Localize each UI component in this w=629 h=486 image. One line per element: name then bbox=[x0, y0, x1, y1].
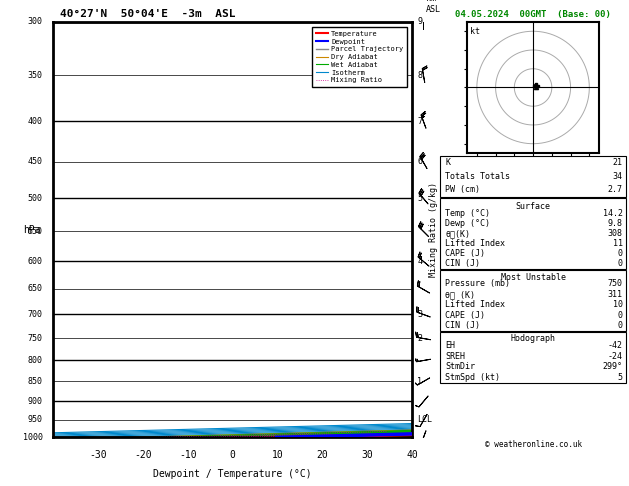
Text: Hodograph: Hodograph bbox=[511, 334, 555, 343]
Text: 900: 900 bbox=[28, 397, 43, 405]
Text: 4: 4 bbox=[418, 257, 422, 265]
Text: 3: 3 bbox=[418, 310, 422, 319]
Text: 0: 0 bbox=[618, 311, 623, 320]
Text: Lifted Index: Lifted Index bbox=[445, 300, 505, 310]
Text: 0: 0 bbox=[618, 259, 623, 268]
Text: © weatheronline.co.uk: © weatheronline.co.uk bbox=[484, 440, 582, 449]
Text: 308: 308 bbox=[608, 229, 623, 238]
Text: -20: -20 bbox=[134, 450, 152, 460]
Text: 5: 5 bbox=[418, 194, 422, 203]
Text: 10: 10 bbox=[613, 300, 623, 310]
Text: 550: 550 bbox=[28, 226, 43, 236]
Text: 300: 300 bbox=[28, 17, 43, 26]
Text: 8: 8 bbox=[418, 70, 422, 80]
Text: 40°27'N  50°04'E  -3m  ASL: 40°27'N 50°04'E -3m ASL bbox=[60, 9, 235, 19]
Text: 9: 9 bbox=[418, 17, 422, 26]
Text: 10: 10 bbox=[272, 450, 284, 460]
Text: K: K bbox=[445, 158, 450, 167]
Text: 40: 40 bbox=[406, 450, 418, 460]
Text: 30: 30 bbox=[361, 450, 373, 460]
Text: CIN (J): CIN (J) bbox=[445, 259, 481, 268]
Text: -10: -10 bbox=[179, 450, 197, 460]
Text: 7: 7 bbox=[418, 117, 422, 126]
Text: 14.2: 14.2 bbox=[603, 208, 623, 218]
Text: Most Unstable: Most Unstable bbox=[501, 273, 565, 282]
Text: Lifted Index: Lifted Index bbox=[445, 239, 505, 248]
Text: 0: 0 bbox=[618, 321, 623, 330]
Text: 0: 0 bbox=[230, 450, 236, 460]
Text: 20: 20 bbox=[316, 450, 328, 460]
Text: kt: kt bbox=[470, 27, 480, 36]
Text: 0: 0 bbox=[618, 249, 623, 258]
Text: 600: 600 bbox=[28, 257, 43, 265]
Text: 11: 11 bbox=[613, 239, 623, 248]
Text: 700: 700 bbox=[28, 310, 43, 319]
Text: 800: 800 bbox=[28, 356, 43, 365]
Text: θᴀ(K): θᴀ(K) bbox=[445, 229, 470, 238]
Text: 350: 350 bbox=[28, 70, 43, 80]
Text: SREH: SREH bbox=[445, 351, 465, 361]
Text: hPa: hPa bbox=[23, 225, 41, 235]
Text: 500: 500 bbox=[28, 194, 43, 203]
Text: Pressure (mb): Pressure (mb) bbox=[445, 279, 510, 289]
Text: 21: 21 bbox=[613, 158, 623, 167]
Text: -42: -42 bbox=[608, 341, 623, 349]
Text: 750: 750 bbox=[608, 279, 623, 289]
Text: 311: 311 bbox=[608, 290, 623, 299]
Text: PW (cm): PW (cm) bbox=[445, 186, 481, 194]
Text: 400: 400 bbox=[28, 117, 43, 126]
Text: Dewpoint / Temperature (°C): Dewpoint / Temperature (°C) bbox=[153, 469, 312, 479]
Text: θᴀ (K): θᴀ (K) bbox=[445, 290, 476, 299]
Text: 34: 34 bbox=[613, 172, 623, 181]
Text: EH: EH bbox=[445, 341, 455, 349]
Text: LCL: LCL bbox=[418, 415, 432, 424]
Text: -24: -24 bbox=[608, 351, 623, 361]
Text: 6: 6 bbox=[418, 157, 422, 166]
Text: Dewp (°C): Dewp (°C) bbox=[445, 219, 491, 228]
Text: Surface: Surface bbox=[516, 202, 550, 211]
Text: 5: 5 bbox=[618, 373, 623, 382]
Text: CAPE (J): CAPE (J) bbox=[445, 311, 486, 320]
Text: CIN (J): CIN (J) bbox=[445, 321, 481, 330]
Text: Temp (°C): Temp (°C) bbox=[445, 208, 491, 218]
Text: km
ASL: km ASL bbox=[426, 0, 442, 14]
Text: 299°: 299° bbox=[603, 363, 623, 371]
Text: Totals Totals: Totals Totals bbox=[445, 172, 510, 181]
Text: StmDir: StmDir bbox=[445, 363, 476, 371]
Text: 1000: 1000 bbox=[23, 433, 43, 442]
Text: -30: -30 bbox=[89, 450, 107, 460]
Text: 850: 850 bbox=[28, 377, 43, 386]
Text: 750: 750 bbox=[28, 333, 43, 343]
Legend: Temperature, Dewpoint, Parcel Trajectory, Dry Adiabat, Wet Adiabat, Isotherm, Mi: Temperature, Dewpoint, Parcel Trajectory… bbox=[312, 27, 407, 87]
Text: 1: 1 bbox=[418, 377, 422, 386]
Text: StmSpd (kt): StmSpd (kt) bbox=[445, 373, 500, 382]
Text: 450: 450 bbox=[28, 157, 43, 166]
Text: Mixing Ratio (g/kg): Mixing Ratio (g/kg) bbox=[429, 182, 438, 277]
Text: 950: 950 bbox=[28, 415, 43, 424]
Text: 2: 2 bbox=[418, 333, 422, 343]
Text: 2.7: 2.7 bbox=[608, 186, 623, 194]
Text: 650: 650 bbox=[28, 284, 43, 293]
Text: 04.05.2024  00GMT  (Base: 00): 04.05.2024 00GMT (Base: 00) bbox=[455, 10, 611, 19]
Text: CAPE (J): CAPE (J) bbox=[445, 249, 486, 258]
Text: 9.8: 9.8 bbox=[608, 219, 623, 228]
